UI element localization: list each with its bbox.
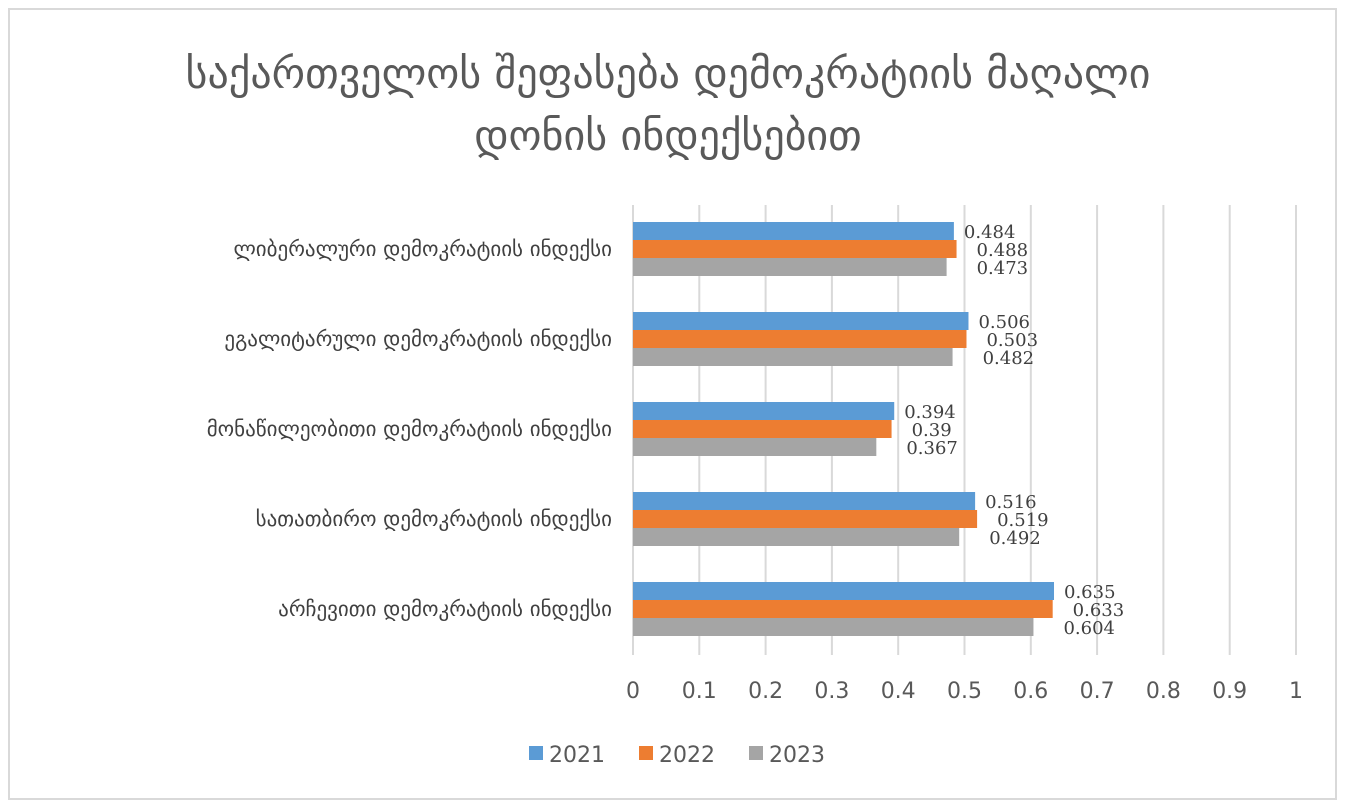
category-labels: ლიბერალური დემოკრატიის ინდექსი ეგალიტარულ… xyxy=(207,237,612,621)
data-label-2022: 0.488 xyxy=(977,240,1029,261)
data-labels: 0.4840.4880.4730.5060.5030.4820.3940.390… xyxy=(904,222,1124,639)
x-tick-label: 0.4 xyxy=(881,679,916,704)
bar-2023 xyxy=(633,348,953,366)
data-label-2021: 0.516 xyxy=(985,492,1037,513)
bar-2022 xyxy=(633,510,978,528)
bar-2023 xyxy=(633,618,1034,636)
data-label-2022: 0.39 xyxy=(912,420,952,441)
data-label-2023: 0.604 xyxy=(1063,618,1115,639)
chart-title-line-1: საქართველოს შეფასება დემოკრატიის მაღალი xyxy=(186,49,1151,98)
bar-2021 xyxy=(633,582,1055,600)
bar-2021 xyxy=(633,402,895,420)
bar-2023 xyxy=(633,528,960,546)
bar-2022 xyxy=(633,330,967,348)
bar-2023 xyxy=(633,438,877,456)
category-label: სათათბირო დემოკრატიის ინდექსი xyxy=(256,507,612,531)
data-label-2021: 0.635 xyxy=(1064,582,1116,603)
bar-2022 xyxy=(633,240,957,258)
x-tick-label: 0.6 xyxy=(1013,679,1048,704)
category-label: ეგალიტარული დემოკრატიის ინდექსი xyxy=(224,327,612,351)
bar-2021 xyxy=(633,492,976,510)
bar-2021 xyxy=(633,312,969,330)
bar-2022 xyxy=(633,420,892,438)
data-label-2022: 0.503 xyxy=(986,330,1038,351)
legend-swatch-2023 xyxy=(749,746,763,760)
data-label-2021: 0.506 xyxy=(978,312,1030,333)
gridlines xyxy=(632,205,1297,655)
legend-label-2023: 2023 xyxy=(769,743,825,768)
legend-swatch-2022 xyxy=(639,746,653,760)
legend-label-2021: 2021 xyxy=(549,743,605,768)
x-axis-ticks: 0 0.1 0.2 0.3 0.4 0.5 0.6 0.7 0.8 0.9 1 xyxy=(626,679,1303,704)
x-tick-label: 0.3 xyxy=(814,679,849,704)
chart-title-line-2: დონის ინდექსებით xyxy=(474,111,862,160)
data-label-2023: 0.367 xyxy=(906,438,958,459)
x-tick-label: 0.1 xyxy=(682,679,717,704)
data-label-2023: 0.482 xyxy=(983,348,1035,369)
data-label-2021: 0.484 xyxy=(964,222,1016,243)
legend-swatch-2021 xyxy=(529,746,543,760)
x-tick-label: 0.2 xyxy=(748,679,783,704)
category-label: ლიბერალური დემოკრატიის ინდექსი xyxy=(233,237,612,261)
bar-2022 xyxy=(633,600,1053,618)
data-label-2021: 0.394 xyxy=(904,402,956,423)
legend-label-2022: 2022 xyxy=(659,743,715,768)
bar-2021 xyxy=(633,222,954,240)
x-tick-label: 0.8 xyxy=(1146,679,1181,704)
data-label-2023: 0.473 xyxy=(977,258,1029,279)
x-tick-label: 0.7 xyxy=(1080,679,1115,704)
legend: 2021 2022 2023 xyxy=(529,743,825,768)
x-tick-label: 0.9 xyxy=(1212,679,1247,704)
x-tick-label: 0.5 xyxy=(947,679,982,704)
x-tick-label: 1 xyxy=(1289,679,1303,704)
data-label-2022: 0.633 xyxy=(1073,600,1125,621)
bar-2023 xyxy=(633,258,947,276)
data-label-2022: 0.519 xyxy=(997,510,1049,531)
data-label-2023: 0.492 xyxy=(989,528,1041,549)
category-label: არჩევითი დემოკრატიის ინდექსი xyxy=(278,597,612,621)
x-tick-label: 0 xyxy=(626,679,640,704)
category-label: მონაწილეობითი დემოკრატიის ინდექსი xyxy=(207,417,612,441)
bars xyxy=(633,222,1055,636)
